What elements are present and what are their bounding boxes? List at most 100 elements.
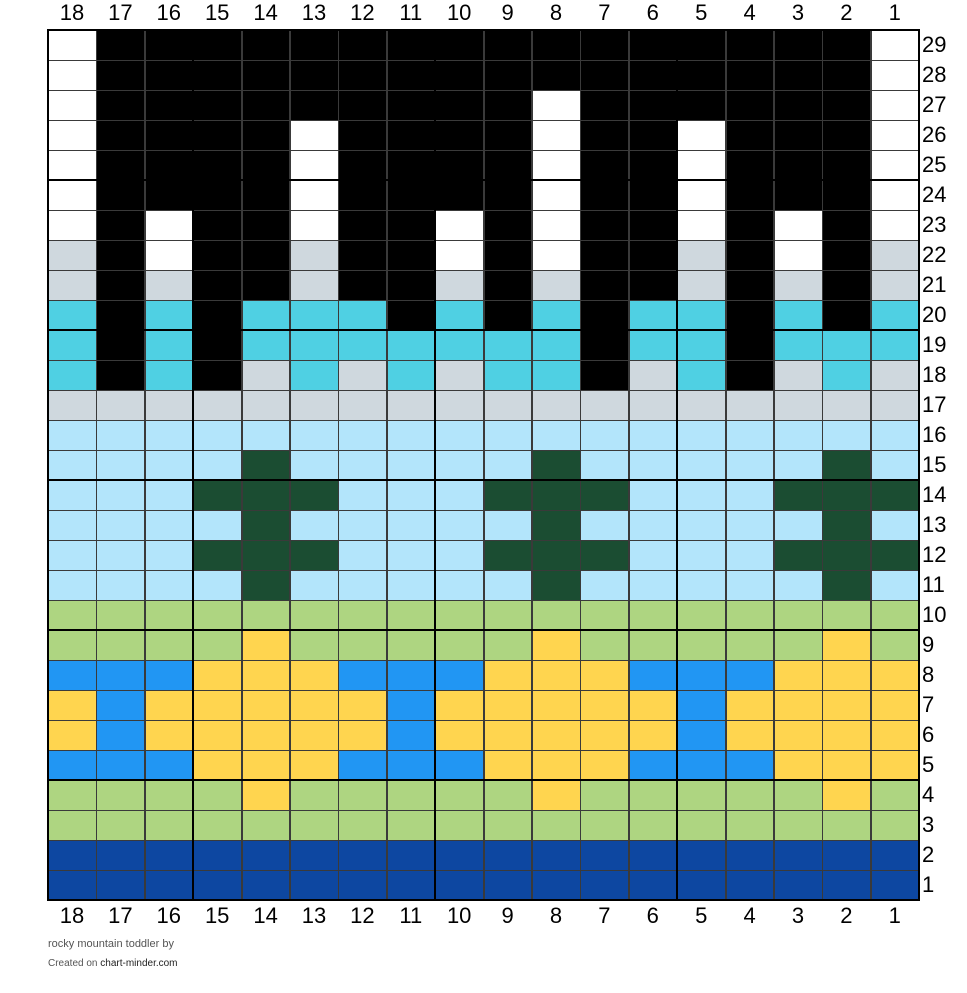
chart-cell <box>48 750 97 781</box>
chart-cell <box>774 690 823 721</box>
chart-cell <box>580 720 630 751</box>
chart-cell <box>483 450 533 481</box>
chart-cell <box>483 870 533 901</box>
chart-cell <box>338 180 388 211</box>
created-on: Created on chart-minder.com <box>48 958 178 969</box>
chart-cell <box>338 120 388 151</box>
chart-cell <box>435 630 485 661</box>
chart-cell <box>774 420 823 451</box>
row-label: 14 <box>922 482 947 507</box>
chart-cell <box>532 660 581 691</box>
chart-cell <box>725 360 775 391</box>
chart-cell <box>435 240 485 271</box>
chart-cell <box>338 420 388 451</box>
chart-cell <box>580 660 630 691</box>
row-label: 13 <box>922 512 947 537</box>
chart-cell <box>532 360 581 391</box>
chart-cell <box>870 540 920 571</box>
chart-cell <box>386 660 436 691</box>
column-label-top: 5 <box>695 0 708 25</box>
chart-cell <box>628 480 678 511</box>
chart-cell <box>628 840 678 871</box>
chart-cell <box>532 600 581 631</box>
chart-cell <box>338 300 388 331</box>
chart-cell <box>386 480 436 511</box>
chart-cell <box>290 30 339 61</box>
chart-cell <box>822 780 872 811</box>
chart-cell <box>677 750 727 781</box>
chart-cell <box>48 570 97 601</box>
chart-cell <box>144 450 194 481</box>
chart-cell <box>290 540 339 571</box>
column-label-top: 6 <box>646 0 659 25</box>
chart-cell <box>338 450 388 481</box>
chart-cell <box>435 510 485 541</box>
chart-cell <box>386 510 436 541</box>
chart-cell <box>386 630 436 661</box>
chart-cell <box>580 390 630 421</box>
chart-cell <box>144 750 194 781</box>
chart-cell <box>96 420 146 451</box>
chart-cell <box>580 60 630 91</box>
chart-cell <box>144 630 194 661</box>
chart-cell <box>241 630 291 661</box>
chart-cell <box>483 90 533 121</box>
chart-cell <box>193 750 243 781</box>
chart-cell <box>290 660 339 691</box>
chart-cell <box>580 540 630 571</box>
chart-cell <box>677 360 727 391</box>
chart-cell <box>483 600 533 631</box>
chart-cell <box>774 450 823 481</box>
chart-cell <box>48 210 97 241</box>
chart-cell <box>628 600 678 631</box>
chart-cell <box>241 840 291 871</box>
chart-cell <box>386 180 436 211</box>
chart-cell <box>774 360 823 391</box>
chart-cell <box>290 450 339 481</box>
chart-cell <box>290 750 339 781</box>
chart-cell <box>144 90 194 121</box>
chart-cell <box>48 150 97 181</box>
chart-cell <box>435 690 485 721</box>
chart-cell <box>435 90 485 121</box>
chart-cell <box>822 60 872 91</box>
row-label: 9 <box>922 632 935 657</box>
chart-cell <box>628 570 678 601</box>
chart-cell <box>193 840 243 871</box>
chart-cell <box>338 30 388 61</box>
chart-cell <box>580 570 630 601</box>
chart-cell <box>483 120 533 151</box>
chart-cell <box>483 480 533 511</box>
chart-cell <box>870 780 920 811</box>
chart-cell <box>338 660 388 691</box>
chart-cell <box>870 630 920 661</box>
chart-cell <box>338 720 388 751</box>
guide-line-horizontal <box>48 779 920 781</box>
chart-cell <box>96 60 146 91</box>
chart-cell <box>774 480 823 511</box>
column-label-bottom: 1 <box>888 903 901 928</box>
chart-cell <box>48 690 97 721</box>
site-link[interactable]: chart-minder.com <box>100 958 178 969</box>
chart-cell <box>193 120 243 151</box>
chart-cell <box>870 870 920 901</box>
chart-cell <box>386 780 436 811</box>
chart-cell <box>822 600 872 631</box>
chart-cell <box>677 150 727 181</box>
chart-cell <box>290 690 339 721</box>
column-label-bottom: 15 <box>204 903 230 928</box>
chart-cell <box>580 690 630 721</box>
chart-cell <box>870 510 920 541</box>
chart-cell <box>677 270 727 301</box>
chart-cell <box>48 630 97 661</box>
chart-cell <box>628 300 678 331</box>
chart-cell <box>677 300 727 331</box>
chart-cell <box>96 810 146 841</box>
chart-cell <box>48 510 97 541</box>
chart-cell <box>822 240 872 271</box>
chart-cell <box>870 270 920 301</box>
chart-cell <box>241 90 291 121</box>
chart-cell <box>386 330 436 361</box>
chart-cell <box>48 60 97 91</box>
chart-cell <box>725 630 775 661</box>
